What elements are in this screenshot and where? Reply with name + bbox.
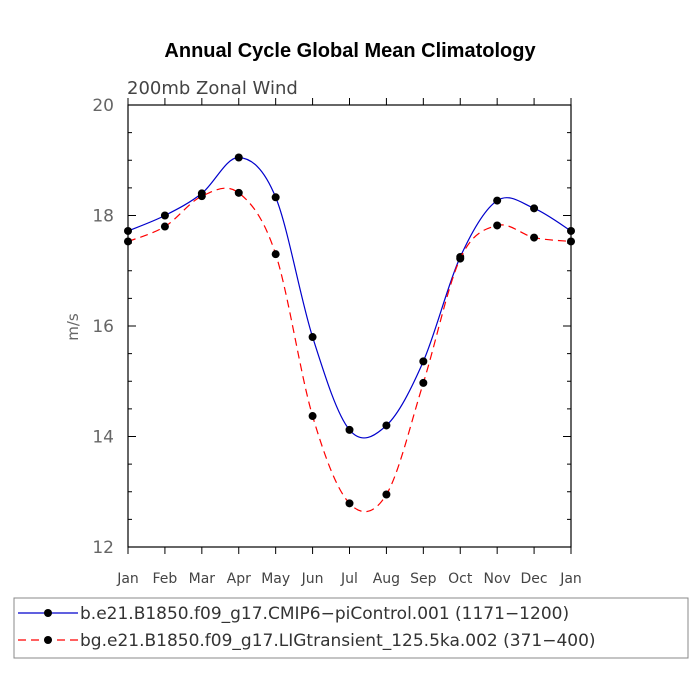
x-tick-label: Dec: [521, 571, 548, 587]
series-2-point: [160, 222, 169, 231]
x-tick-label: Mar: [189, 571, 216, 587]
series-2-point: [456, 254, 465, 263]
series-line-2: [127, 187, 572, 513]
series-1-point: [160, 211, 169, 220]
series-2-point: [345, 499, 354, 508]
y-tick-label: 20: [92, 96, 114, 116]
series-2-point: [530, 233, 539, 242]
series-2-point: [197, 192, 206, 201]
series-1-point: [493, 196, 502, 205]
series-1-point: [567, 226, 575, 235]
y-axis-label: m/s: [64, 313, 82, 341]
series-1-point: [382, 421, 391, 430]
x-tick-label: Feb: [153, 571, 178, 587]
y-tick-label: 12: [92, 538, 114, 558]
series-1-point: [419, 357, 428, 366]
y-axis-ticks: 12 14 16 18 20: [92, 96, 571, 558]
series-2-point: [308, 412, 317, 421]
x-tick-label: Jun: [301, 571, 324, 587]
legend-label-2: bg.e21.B1850.f09_g17.LIGtransient_125.5k…: [80, 631, 596, 651]
y-tick-label: 18: [92, 207, 114, 227]
series-1-point: [530, 204, 539, 213]
series-2-point: [493, 221, 502, 230]
series-1-point: [308, 333, 317, 342]
series-1-point: [345, 425, 354, 434]
series-1-point: [234, 153, 243, 162]
chart-title: Annual Cycle Global Mean Climatology: [164, 40, 536, 62]
series-2-point: [234, 188, 243, 197]
series-1-point: [271, 193, 280, 202]
series-2-point: [124, 237, 132, 246]
x-tick-label: Jan: [116, 571, 139, 587]
legend-marker-1: [44, 609, 52, 617]
x-tick-label: Jul: [340, 571, 358, 587]
x-tick-label: Jan: [559, 571, 582, 587]
legend: b.e21.B1850.f09_g17.CMIP6−piControl.001 …: [13, 597, 689, 659]
series-2-point: [382, 490, 391, 499]
legend-box: [13, 597, 689, 659]
series-line-1: [127, 156, 572, 439]
plot-area-frame: [127, 104, 572, 548]
series-1-point: [124, 226, 132, 235]
legend-label-1: b.e21.B1850.f09_g17.CMIP6−piControl.001 …: [80, 604, 569, 624]
series-layer: [124, 153, 575, 513]
x-axis-ticks: Jan Feb Mar Apr May Jun Jul Aug Sep Oct Nov Dec Jan: [116, 98, 582, 587]
x-tick-label: Aug: [373, 571, 400, 587]
series-2-point: [567, 237, 575, 246]
x-tick-label: Oct: [448, 571, 473, 587]
x-tick-label: Sep: [410, 571, 437, 587]
x-tick-label: Nov: [484, 571, 511, 587]
series-2-point: [271, 250, 280, 259]
y-tick-label: 14: [92, 428, 114, 448]
legend-marker-2: [44, 636, 52, 644]
y-tick-label: 16: [92, 317, 114, 337]
series-2-point: [419, 378, 428, 387]
x-tick-label: Apr: [227, 571, 251, 587]
chart-subtitle: 200mb Zonal Wind: [127, 78, 298, 99]
x-tick-label: May: [261, 571, 290, 587]
legend-items: b.e21.B1850.f09_g17.CMIP6−piControl.001 …: [18, 604, 596, 651]
